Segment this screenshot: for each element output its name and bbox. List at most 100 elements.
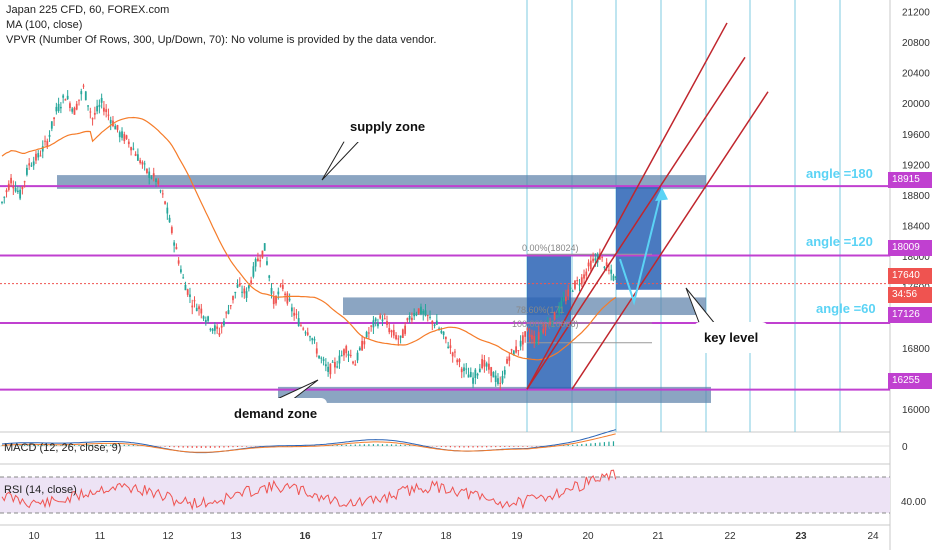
candle-body-243 — [551, 320, 554, 325]
zone-rect-2[interactable] — [278, 386, 711, 403]
candle-body-2 — [5, 190, 8, 193]
candle-body-99 — [225, 312, 228, 314]
candle-body-160 — [363, 341, 366, 345]
price-tag-17640: 17640 — [888, 268, 932, 284]
candle-body-198 — [449, 345, 452, 348]
candle-body-196 — [444, 336, 447, 340]
candle-body-50 — [114, 125, 117, 130]
candle-body-59 — [134, 153, 137, 156]
fib-0-label: 0.00%(18024) — [522, 243, 579, 253]
channel-upper[interactable] — [526, 22, 728, 390]
macd-hist-46 — [105, 444, 107, 446]
candle-body-189 — [429, 316, 431, 318]
angle-120-label[interactable]: angle =120 — [806, 234, 873, 249]
macd-hist-32 — [73, 445, 76, 446]
macd-hist-164 — [372, 444, 375, 446]
candle-body-260 — [589, 260, 592, 269]
macd-zero-tick: 0 — [902, 442, 908, 453]
macd-hist-166 — [377, 444, 379, 446]
macd-hist-172 — [390, 444, 393, 446]
rsi-level-tick: 40.00 — [901, 497, 927, 508]
macd-hist-178 — [404, 444, 406, 446]
key-level-callout[interactable]: key level — [694, 322, 769, 353]
price-tag-18009: 18009 — [888, 240, 932, 256]
channel-lower[interactable] — [571, 91, 769, 390]
macd-hist-194 — [440, 446, 442, 447]
candle-body-167 — [379, 315, 382, 319]
time-tick-24: 24 — [867, 531, 879, 542]
macd-signal-line[interactable] — [1, 433, 616, 453]
macd-hist-0 — [1, 445, 3, 446]
candle-body-225 — [510, 349, 513, 351]
candle-body-151 — [343, 349, 345, 356]
projection-arrow[interactable] — [619, 188, 663, 306]
candle-body-106 — [241, 291, 243, 293]
demand-zone-callout[interactable]: demand zone — [224, 398, 328, 429]
ma-indicator-label[interactable]: MA (100, close) — [6, 19, 83, 31]
macd-pane-label[interactable]: MACD (12, 26, close, 9) — [4, 442, 122, 454]
angle-60-label[interactable]: angle =60 — [816, 301, 876, 316]
candle-body-227 — [515, 346, 517, 353]
macd-hist-264 — [599, 442, 601, 446]
candle-body-202 — [458, 359, 461, 363]
candle-body-18 — [41, 146, 44, 152]
angle-180-label[interactable]: angle =180 — [806, 166, 873, 181]
candle-body-190 — [431, 320, 434, 325]
candle-body-178 — [404, 325, 407, 334]
candle-body-232 — [526, 328, 529, 330]
macd-hist-220 — [499, 446, 501, 448]
macd-hist-22 — [51, 445, 53, 446]
rsi-pane-label[interactable]: RSI (14, close) — [4, 484, 77, 496]
macd-hist-112 — [255, 446, 257, 447]
macd-hist-56 — [128, 444, 130, 446]
macd-hist-20 — [46, 445, 48, 446]
ma-line[interactable] — [1, 116, 617, 361]
vpvr-indicator-label[interactable]: VPVR (Number Of Rows, 300, Up/Down, 70):… — [6, 34, 437, 46]
candle-body-261 — [592, 258, 594, 262]
candle-body-89 — [202, 316, 205, 319]
candle-body-97 — [220, 325, 223, 328]
candle-body-86 — [195, 307, 198, 311]
macd-hist-190 — [431, 446, 433, 447]
zone-rect-1[interactable] — [343, 297, 706, 316]
macd-hist-226 — [513, 446, 515, 447]
candle-body-75 — [170, 227, 173, 233]
candle-body-113 — [257, 258, 259, 262]
candle-body-136 — [309, 336, 311, 338]
time-tick-17: 17 — [371, 531, 383, 542]
fib-100-label: 100.00%(16868) — [512, 319, 579, 329]
macd-hist-48 — [110, 444, 112, 446]
rsi-line[interactable] — [1, 469, 617, 511]
candle-body-195 — [442, 331, 445, 335]
candle-body-58 — [132, 148, 135, 150]
candle-body-107 — [243, 288, 246, 294]
macd-hist-266 — [603, 442, 606, 446]
macd-hist-96 — [218, 446, 221, 448]
candle-body-26 — [59, 106, 62, 109]
candle-body-241 — [546, 320, 549, 323]
candle-body-164 — [372, 320, 375, 328]
candle-body-210 — [476, 373, 479, 376]
projection-box[interactable] — [616, 186, 661, 290]
candle-body-228 — [517, 350, 520, 352]
candle-body-83 — [189, 294, 191, 298]
channel-middle[interactable] — [526, 56, 746, 390]
macd-hist-248 — [563, 445, 565, 446]
candle-body-71 — [161, 193, 164, 195]
candle-body-79 — [180, 269, 182, 273]
candle-body-108 — [245, 291, 248, 298]
candle-body-270 — [612, 275, 615, 281]
macd-hist-100 — [227, 446, 230, 448]
candle-body-163 — [370, 325, 373, 327]
candle-body-226 — [512, 350, 515, 356]
candle-body-12 — [28, 163, 31, 166]
candle-body-215 — [488, 363, 490, 370]
macd-hist-202 — [458, 446, 461, 448]
candle-body-157 — [356, 352, 359, 361]
candle-body-41 — [93, 112, 96, 115]
macd-hist-232 — [526, 446, 529, 447]
candle-body-192 — [435, 320, 438, 325]
candle-body-235 — [533, 335, 536, 343]
candle-body-8 — [19, 189, 22, 199]
supply-zone-callout[interactable]: supply zone — [340, 111, 436, 142]
